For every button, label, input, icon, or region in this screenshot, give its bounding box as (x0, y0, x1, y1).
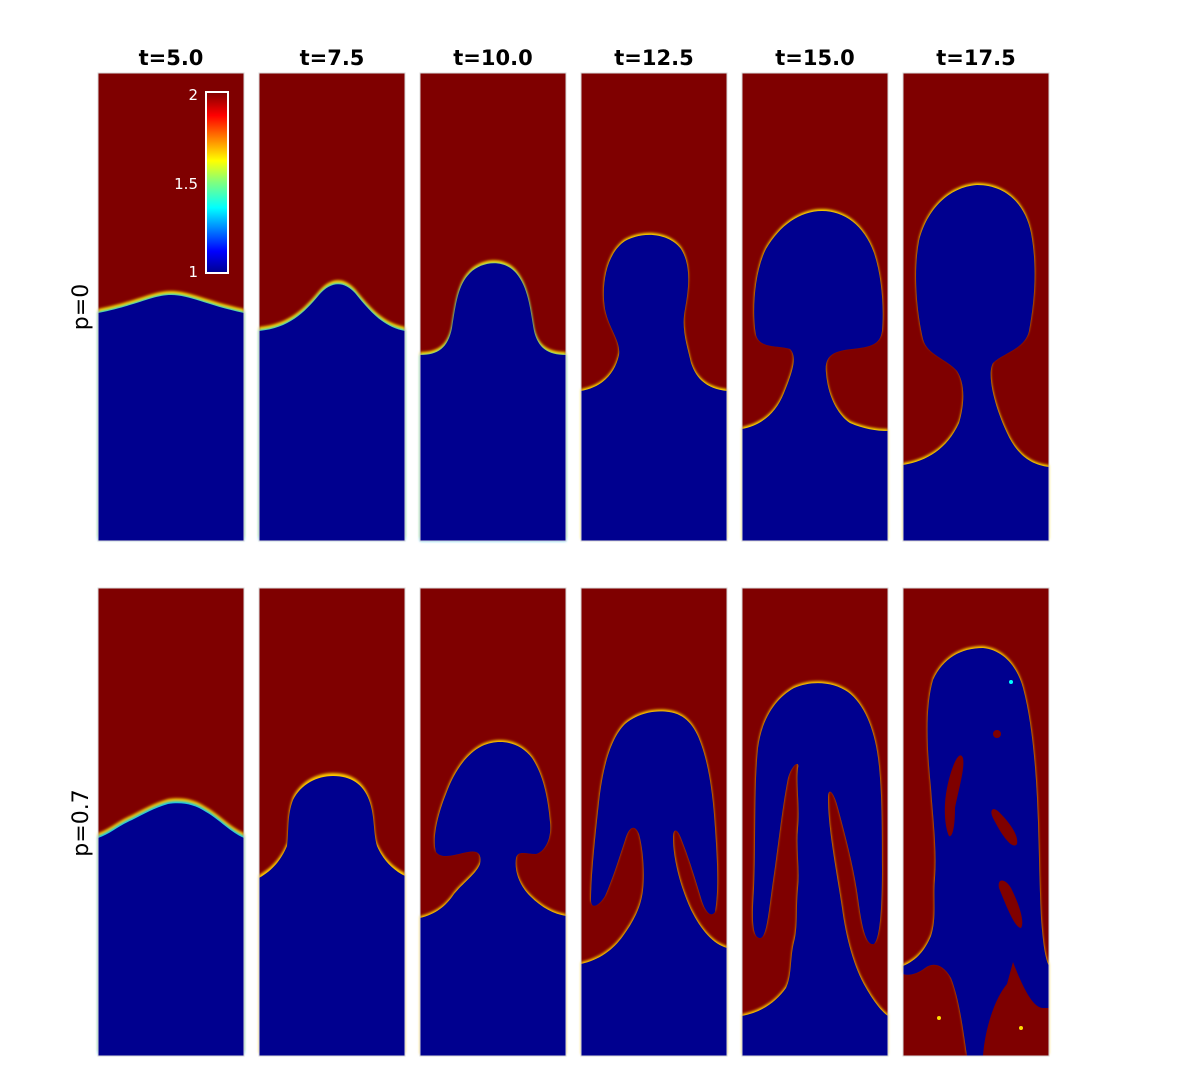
panel-top-3 (419, 72, 567, 542)
panel-bottom-3 (419, 587, 567, 1057)
colorbar-gradient (205, 91, 229, 274)
colorbar-tick-2: 2 (188, 86, 198, 104)
column-title-1: t=5.0 (139, 46, 204, 70)
panel-top-2 (258, 72, 406, 542)
panel-bottom-2 (258, 587, 406, 1057)
colorbar: 2 1.5 1 (174, 86, 229, 281)
colorbar-tick-1-5: 1.5 (174, 175, 198, 193)
column-title-3: t=10.0 (453, 46, 532, 70)
panel-bottom-5 (741, 587, 889, 1057)
panel-bottom-4 (580, 587, 728, 1057)
panel-top-5 (741, 72, 889, 542)
row-label-top: p=0 (69, 284, 94, 330)
column-title-2: t=7.5 (300, 46, 365, 70)
panel-top-6 (902, 72, 1050, 542)
colorbar-tick-1: 1 (188, 263, 198, 281)
panel-top-4 (580, 72, 728, 542)
column-title-5: t=15.0 (775, 46, 854, 70)
column-title-4: t=12.5 (614, 46, 693, 70)
column-titles: t=5.0 t=7.5 t=10.0 t=12.5 t=15.0 t=17.5 (139, 46, 1016, 70)
column-title-6: t=17.5 (936, 46, 1015, 70)
panel-bottom-1 (97, 587, 245, 1057)
row-label-bottom: p=0.7 (69, 789, 94, 856)
panel-bottom-6 (902, 587, 1050, 1057)
